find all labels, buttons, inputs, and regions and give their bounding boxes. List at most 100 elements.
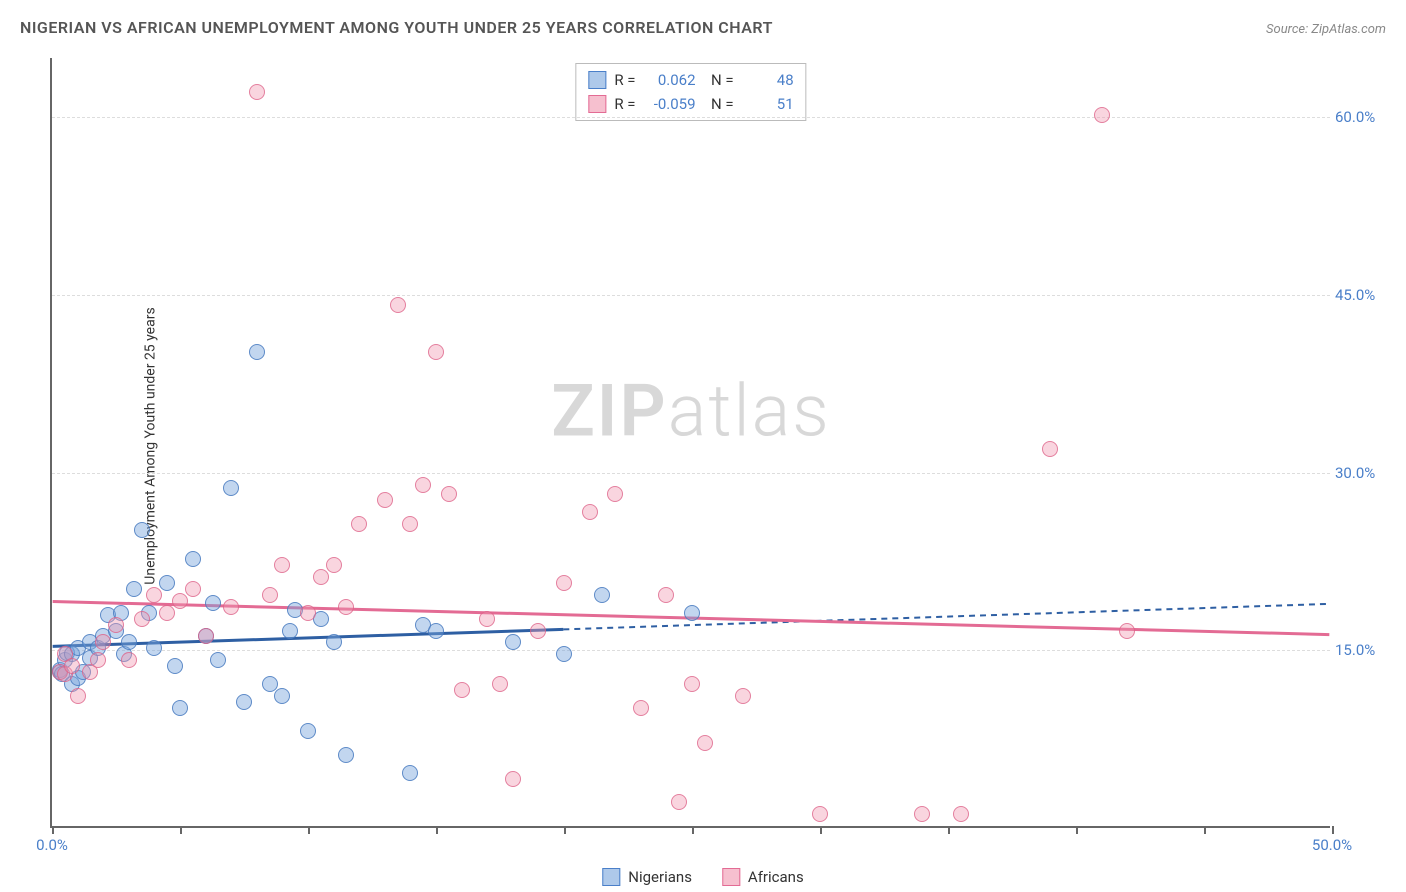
- scatter-point: [198, 628, 214, 644]
- scatter-point: [479, 611, 495, 627]
- scatter-point: [415, 477, 431, 493]
- legend-label-nigerians: Nigerians: [628, 868, 692, 886]
- scatter-point: [262, 676, 278, 692]
- scatter-point: [172, 593, 188, 609]
- scatter-point: [300, 605, 316, 621]
- scatter-point: [121, 652, 137, 668]
- r-value-nigerians: 0.062: [644, 68, 696, 92]
- scatter-point: [812, 806, 828, 822]
- swatch-africans: [722, 868, 740, 886]
- watermark-bold: ZIP: [551, 369, 667, 454]
- y-tick-label: 30.0%: [1335, 464, 1390, 482]
- x-tick: [692, 826, 694, 834]
- source-attribution: Source: ZipAtlas.com: [1266, 22, 1386, 37]
- scatter-point: [134, 611, 150, 627]
- scatter-point: [735, 688, 751, 704]
- x-tick: [820, 826, 822, 834]
- x-tick-label: 0.0%: [36, 836, 68, 854]
- scatter-point: [159, 605, 175, 621]
- x-tick: [1076, 826, 1078, 834]
- scatter-point: [134, 522, 150, 538]
- scatter-point: [953, 806, 969, 822]
- x-tick: [52, 826, 54, 834]
- scatter-point: [1042, 441, 1058, 457]
- scatter-point: [300, 723, 316, 739]
- scatter-point: [274, 688, 290, 704]
- trendlines-svg: [52, 58, 1330, 826]
- scatter-point: [274, 557, 290, 573]
- chart-title: NIGERIAN VS AFRICAN UNEMPLOYMENT AMONG Y…: [20, 18, 773, 37]
- scatter-point: [697, 735, 713, 751]
- scatter-point: [159, 575, 175, 591]
- scatter-point: [338, 747, 354, 763]
- scatter-point: [126, 581, 142, 597]
- legend-item-nigerians: Nigerians: [602, 868, 692, 886]
- scatter-point: [108, 617, 124, 633]
- n-label: N =: [704, 92, 734, 116]
- scatter-point: [167, 658, 183, 674]
- scatter-point: [223, 480, 239, 496]
- correlation-row-africans: R = -0.059 N = 51: [588, 92, 793, 116]
- scatter-point: [205, 595, 221, 611]
- scatter-point: [607, 486, 623, 502]
- scatter-point: [530, 623, 546, 639]
- scatter-point: [172, 700, 188, 716]
- correlation-legend: R = 0.062 N = 48 R = -0.059 N = 51: [575, 63, 806, 121]
- scatter-point: [684, 676, 700, 692]
- y-tick-label: 15.0%: [1335, 641, 1390, 659]
- scatter-point: [236, 694, 252, 710]
- gridline-h: [52, 473, 1330, 474]
- gridline-h: [52, 650, 1330, 651]
- scatter-point: [402, 765, 418, 781]
- scatter-point: [684, 605, 700, 621]
- correlation-row-nigerians: R = 0.062 N = 48: [588, 68, 793, 92]
- scatter-point: [505, 634, 521, 650]
- scatter-point: [146, 587, 162, 603]
- scatter-point: [556, 575, 572, 591]
- scatter-point: [282, 623, 298, 639]
- scatter-point: [671, 794, 687, 810]
- scatter-point: [185, 581, 201, 597]
- plot-area: ZIPatlas R = 0.062 N = 48 R = -0.059 N =…: [50, 58, 1330, 828]
- x-tick: [564, 826, 566, 834]
- trendline-dashed: [563, 604, 1329, 630]
- scatter-point: [313, 569, 329, 585]
- scatter-point: [377, 492, 393, 508]
- scatter-point: [338, 599, 354, 615]
- x-tick-label: 50.0%: [1312, 836, 1352, 854]
- scatter-point: [326, 634, 342, 650]
- scatter-point: [90, 652, 106, 668]
- scatter-point: [223, 599, 239, 615]
- gridline-h: [52, 117, 1330, 118]
- scatter-point: [210, 652, 226, 668]
- x-tick: [308, 826, 310, 834]
- scatter-point: [185, 551, 201, 567]
- scatter-point: [1119, 623, 1135, 639]
- scatter-point: [454, 682, 470, 698]
- scatter-point: [262, 587, 278, 603]
- scatter-point: [492, 676, 508, 692]
- scatter-point: [441, 486, 457, 502]
- scatter-point: [1094, 107, 1110, 123]
- gridline-h: [52, 295, 1330, 296]
- n-value-nigerians: 48: [742, 68, 794, 92]
- watermark-rest: atlas: [668, 369, 831, 454]
- watermark: ZIPatlas: [551, 369, 831, 454]
- n-label: N =: [704, 68, 734, 92]
- r-label: R =: [614, 92, 635, 116]
- scatter-point: [249, 84, 265, 100]
- series-legend: Nigerians Africans: [602, 868, 803, 886]
- swatch-nigerians: [588, 71, 606, 89]
- swatch-nigerians: [602, 868, 620, 886]
- x-tick: [948, 826, 950, 834]
- scatter-point: [70, 688, 86, 704]
- scatter-point: [146, 640, 162, 656]
- scatter-point: [402, 516, 418, 532]
- scatter-point: [556, 646, 572, 662]
- x-tick: [436, 826, 438, 834]
- swatch-africans: [588, 95, 606, 113]
- scatter-point: [249, 344, 265, 360]
- legend-label-africans: Africans: [748, 868, 804, 886]
- x-tick: [180, 826, 182, 834]
- scatter-point: [594, 587, 610, 603]
